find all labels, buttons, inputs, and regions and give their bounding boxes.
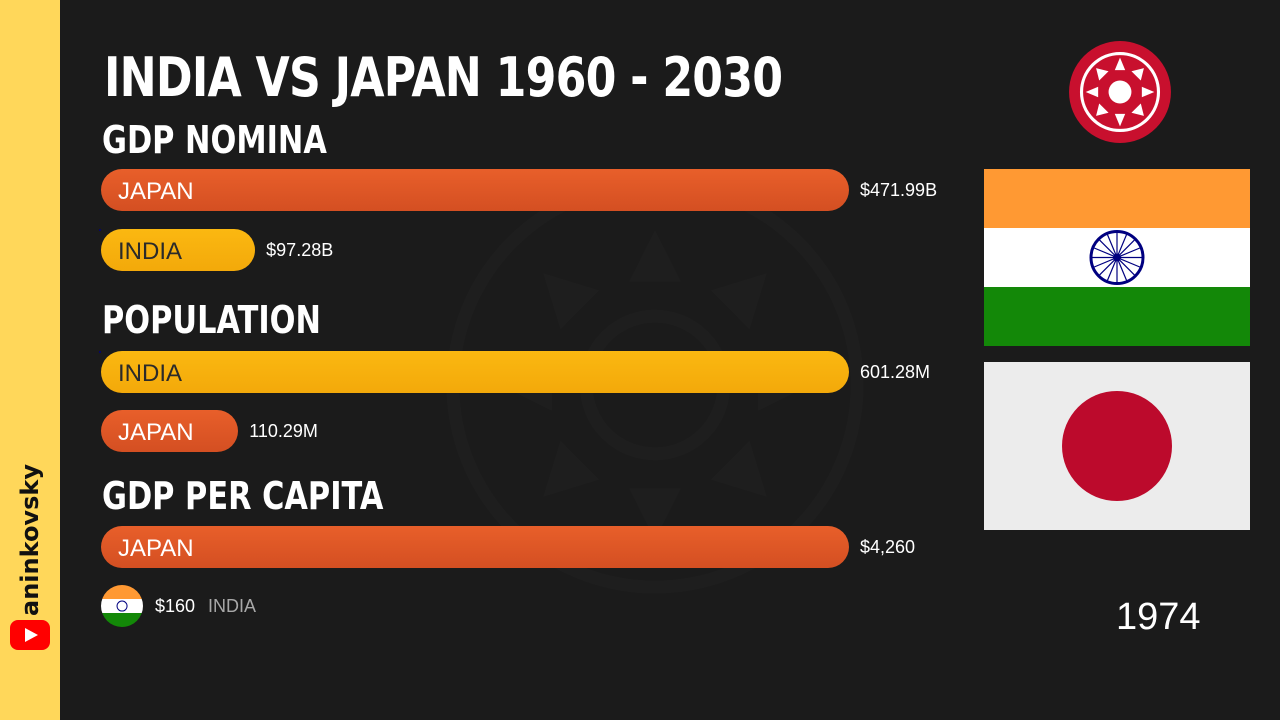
bar-label: JAPAN	[118, 419, 194, 446]
india-flag-icon	[984, 169, 1250, 346]
youtube-icon	[10, 620, 50, 650]
section-title-gdp-per-capita: GDP PER CAPITA	[102, 474, 384, 518]
bar-label: INDIA	[118, 238, 183, 265]
value-label: $97.28B	[266, 240, 334, 260]
bar-population-india: INDIA	[101, 351, 849, 393]
channel-name: aninkovsky	[16, 464, 44, 616]
page-title: INDIA VS JAPAN 1960 - 2030	[104, 46, 783, 109]
bar-gdp-japan: JAPAN	[101, 169, 849, 211]
value-label: $4,260	[860, 537, 916, 557]
bar-gdp-india: INDIA	[101, 229, 256, 271]
india-flag-icon	[101, 585, 143, 627]
bar-label: INDIA	[208, 596, 257, 616]
section-title-population: POPULATION	[102, 298, 321, 342]
emblem-icon	[1069, 41, 1171, 143]
value-label: 601.28M	[860, 362, 931, 382]
value-label: $471.99B	[860, 180, 938, 200]
japan-flag-icon	[984, 362, 1250, 530]
japan-flag-disc	[1062, 391, 1172, 501]
section-title-gdp: GDP NOMINA	[102, 118, 327, 162]
bar-gdp-per-capita-japan: JAPAN	[101, 526, 849, 568]
value-label: $160	[155, 596, 196, 616]
bar-label: INDIA	[118, 360, 183, 387]
bar-population-japan: JAPAN	[101, 410, 239, 452]
channel-sidebar: aninkovsky	[0, 0, 60, 720]
year-label: 1974	[1116, 596, 1201, 638]
bar-label: JAPAN	[118, 178, 194, 205]
value-label: 110.29M	[249, 421, 318, 441]
bar-label: JAPAN	[118, 535, 194, 562]
